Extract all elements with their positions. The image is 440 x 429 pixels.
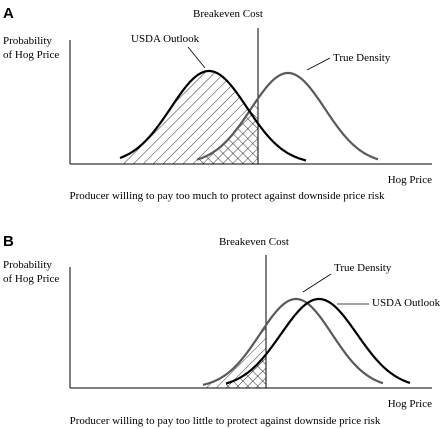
panel-b-y-label-line1: Probability (3, 259, 52, 271)
panel-a-true-density-label: True Density (333, 52, 391, 64)
panel-a-y-label-line2: of Hog Price (3, 49, 59, 61)
panel-b-true-density-curve (202, 297, 384, 386)
panel-b-caption: Producer willing to pay too little to pr… (70, 415, 381, 427)
panel-b: B Breakeven Cost Probability of Hog Pric… (3, 233, 440, 427)
panel-a-breakeven-label: Breakeven Cost (193, 8, 263, 20)
panel-a-usda-outlook-pointer (187, 46, 206, 69)
panel-a-y-label-line1: Probability (3, 35, 52, 47)
panel-b-x-label: Hog Price (388, 398, 432, 410)
panel-a-usda-outlook-curve (119, 69, 307, 162)
panel-a-x-label: Hog Price (388, 174, 432, 186)
panel-b-letter: B (3, 233, 14, 250)
panel-b-outlook-tail-hatch (226, 354, 266, 388)
panel-a: A Breakeven Cost Probability of Hog Pric… (3, 5, 432, 202)
panel-a-true-density-pointer (306, 57, 331, 71)
panel-b-breakeven-label: Breakeven Cost (219, 236, 289, 248)
panel-b-usda-outlook-label: USDA Outlook (372, 297, 440, 309)
panel-a-caption: Producer willing to pay too much to prot… (70, 190, 385, 202)
panel-b-y-label-line2: of Hog Price (3, 273, 59, 285)
panel-a-true-density-curve (196, 71, 379, 161)
panel-b-true-density-pointer (302, 273, 332, 293)
panel-a-usda-outlook-label: USDA Outlook (131, 33, 200, 45)
panel-a-letter: A (3, 5, 14, 22)
panel-b-usda-outlook-curve (225, 297, 411, 385)
panel-b-true-density-label: True Density (334, 262, 392, 274)
